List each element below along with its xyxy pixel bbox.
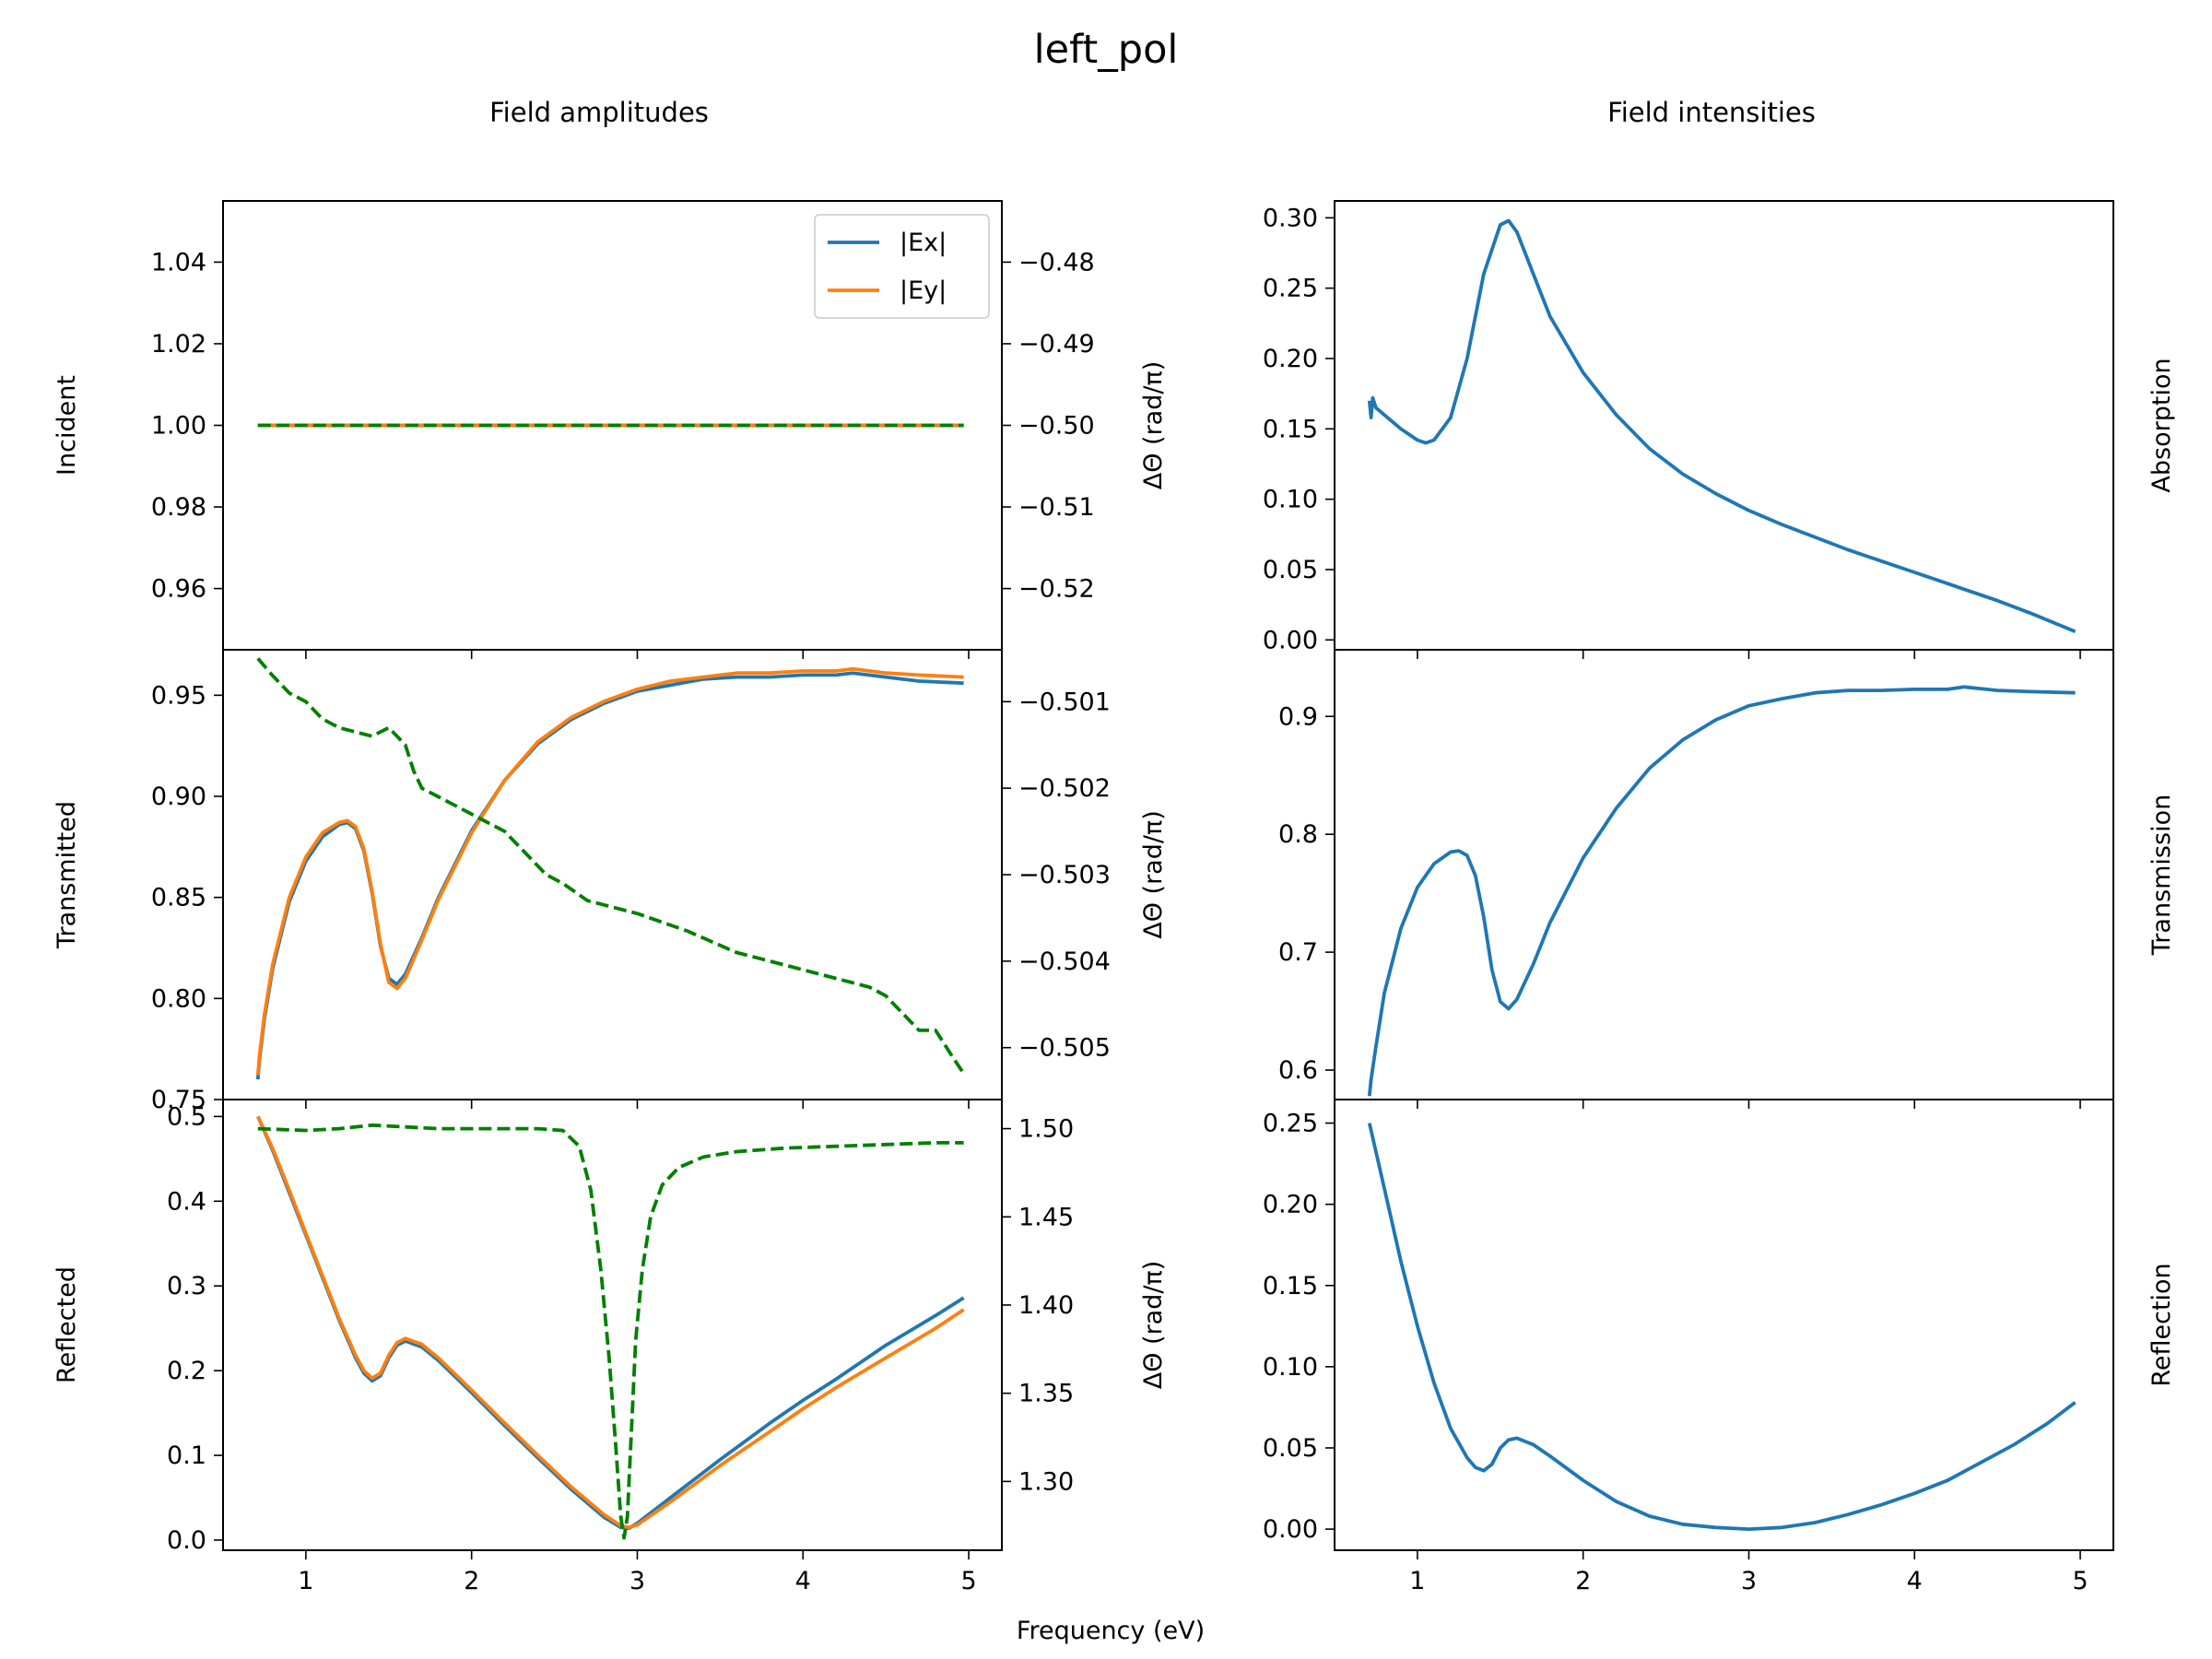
y-tick-label-transmitted: 0.80 [151,984,206,1013]
x-tick-label-reflected: 1 [298,1567,313,1595]
x-tick-label-reflection: 4 [1907,1567,1923,1595]
figure-title: left_pol [1034,27,1179,73]
y-tick-label-incident: 1.00 [151,412,206,441]
y-tick-label-transmission: 0.7 [1278,938,1318,967]
y2-tick-label-transmitted: −0.504 [1018,947,1111,976]
x-tick-label-reflected: 4 [795,1567,811,1595]
y2-tick-label-incident: −0.49 [1018,330,1095,359]
y2-tick-label-reflected: 1.40 [1018,1291,1074,1320]
axes-frame-reflection [1334,1099,2114,1551]
column-title-intensities: Field intensities [1607,97,1816,128]
y-tick-label-reflected: 0.3 [167,1272,206,1300]
shared-x-axis-label: Frequency (eV) [1017,1617,1205,1645]
y-tick-label-transmission: 0.8 [1278,820,1318,849]
series-line-reflected-phase-difference [257,1123,964,1540]
x-tick-label-reflection: 2 [1575,1567,1591,1595]
plot-area-reflected [256,1115,965,1540]
y2-axis-label-incident: ΔΘ (rad/π) [1139,361,1168,490]
y-tick-label-transmitted: 0.95 [151,681,206,710]
y-axis-label-transmission: Transmission [2147,794,2176,956]
legend-label-ex: |Ex| [900,229,947,257]
y-tick-label-transmitted: 0.85 [151,884,206,912]
series-line-reflection-intensity [1367,1123,2077,1531]
y-tick-label-absorption: 0.30 [1263,204,1318,232]
x-tick-label-reflected: 3 [629,1567,645,1595]
y-tick-label-absorption: 0.15 [1263,415,1318,443]
y2-tick-label-reflected: 1.30 [1018,1467,1074,1496]
y-tick-label-reflected: 0.5 [167,1102,206,1131]
y2-tick-label-transmitted: −0.502 [1018,774,1111,803]
y-tick-label-absorption: 0.25 [1263,275,1318,303]
x-tick-label-reflection: 1 [1409,1567,1425,1595]
y2-tick-label-incident: −0.51 [1018,493,1095,522]
series-line-transmission-intensity [1367,685,2076,1097]
y-tick-label-reflection: 0.25 [1263,1110,1318,1138]
y2-tick-label-transmitted: −0.501 [1018,688,1111,716]
series-line-transmitted-ey [255,666,964,1076]
y-tick-label-transmitted: 0.90 [151,782,206,811]
plot-area-transmitted [255,657,966,1080]
y2-tick-label-transmitted: −0.505 [1018,1034,1111,1063]
subplot-reflection: 1 2 3 4 5 0.00 0.05 0.10 0.15 0.20 0.25 Reflection [1263,1099,2176,1595]
y-tick-label-reflection: 0.00 [1263,1515,1318,1544]
subplot-incident: 0.96 0.98 1.00 1.02 1.04 −0.52 −0.51 −0.50 −0.49… [53,200,1168,659]
series-line-reflected-ey [256,1115,965,1530]
x-tick-label-reflection: 3 [1741,1567,1757,1595]
subplot-transmission: 0.6 0.7 0.8 0.9 Transmission [1278,649,2176,1109]
y-tick-label-absorption: 0.20 [1263,345,1318,373]
y-tick-label-transmitted: 0.75 [151,1086,206,1114]
y-tick-label-reflected: 0.0 [167,1526,206,1555]
y-axis-label-absorption: Absorption [2147,358,2176,492]
y-axis-label-reflection: Reflection [2147,1263,2176,1386]
column-title-amplitudes: Field amplitudes [489,97,709,128]
y2-tick-label-reflected: 1.35 [1018,1380,1074,1408]
y-tick-label-reflected: 0.4 [167,1187,206,1216]
x-tick-label-reflected: 2 [464,1567,479,1595]
y-axis-label-transmitted: Transmitted [53,801,81,949]
y-tick-label-transmission: 0.9 [1278,702,1318,731]
series-line-transmitted-phase-difference [256,657,966,1075]
y-axis-label-reflected: Reflected [53,1266,81,1383]
axes-frame-reflected [222,1099,1003,1551]
y-tick-label-absorption: 0.00 [1263,626,1318,654]
y-tick-label-absorption: 0.05 [1263,556,1318,584]
y2-axis-label-transmitted: ΔΘ (rad/π) [1139,810,1168,939]
plot-area-reflection [1367,1123,2077,1531]
x-tick-label-reflected: 5 [960,1567,976,1595]
y-tick-label-incident: 0.98 [151,493,206,522]
series-line-absorption-intensity [1367,218,2077,633]
plot-area-absorption [1367,218,2077,633]
y2-tick-label-incident: −0.52 [1018,575,1095,604]
y-tick-label-incident: 0.96 [151,575,206,604]
legend-box [814,214,990,319]
y2-tick-label-incident: −0.48 [1018,248,1095,276]
plot-area-transmission [1367,685,2076,1097]
y-tick-label-transmission: 0.6 [1278,1056,1318,1085]
y-tick-label-reflection: 0.20 [1263,1191,1318,1219]
legend: |Ex| |Ey| [814,214,990,319]
y2-tick-label-reflected: 1.45 [1018,1203,1074,1231]
y2-tick-label-incident: −0.50 [1018,412,1095,441]
y-axis-label-incident: Incident [53,375,81,476]
subplot-absorption: 0.00 0.05 0.10 0.15 0.20 0.25 0.30 Absorption [1263,200,2176,659]
legend-label-ey: |Ey| [900,276,947,305]
subplot-transmitted: 0.75 0.80 0.85 0.90 0.95 −0.505 −0.504 −0.503 −0… [53,649,1168,1114]
y-tick-label-reflection: 0.05 [1263,1434,1318,1463]
y-tick-label-reflected: 0.2 [167,1357,206,1385]
y-tick-label-reflection: 0.10 [1263,1353,1318,1382]
y2-tick-label-reflected: 1.50 [1018,1115,1074,1144]
y-tick-label-incident: 1.02 [151,330,206,359]
subplot-grid: 0.96 0.98 1.00 1.02 1.04 −0.52 −0.51 −0.50 −0.49… [53,200,2176,1595]
x-tick-label-reflection: 5 [2072,1567,2088,1595]
subplot-reflected: 1 2 3 4 5 0.0 0.1 0.2 0.3 0.4 0.5 1.30 1.35 1.40 1.45 1… [53,1099,1168,1595]
y-tick-label-reflected: 0.1 [167,1441,206,1470]
y2-axis-label-reflected: ΔΘ (rad/π) [1139,1261,1168,1390]
y2-tick-label-transmitted: −0.503 [1018,861,1111,889]
y-tick-label-absorption: 0.10 [1263,486,1318,514]
y-tick-label-incident: 1.04 [151,248,206,276]
y-tick-label-reflection: 0.15 [1263,1272,1318,1300]
